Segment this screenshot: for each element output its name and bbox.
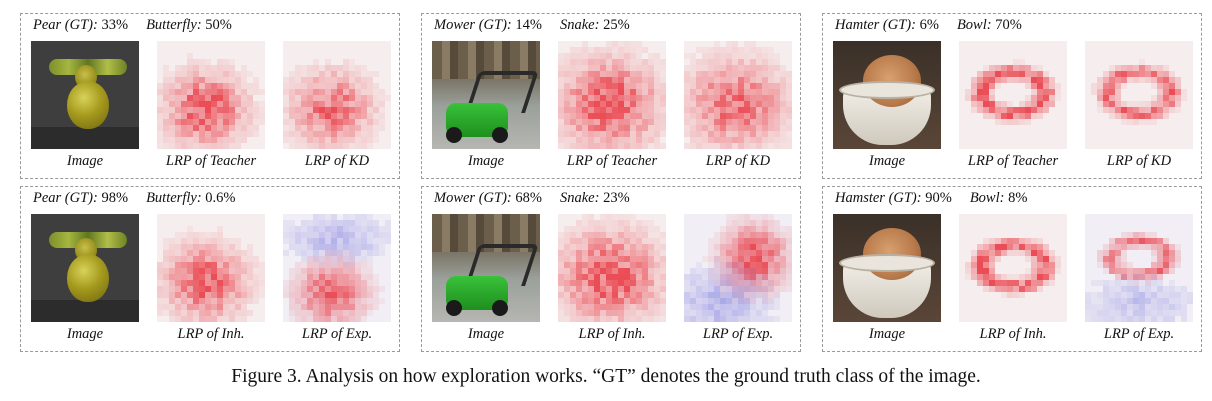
cell-caption: LRP of KD [1106,153,1172,169]
gt-class-label: Pear (GT) [33,17,94,33]
gt-probability: 90% [925,190,952,206]
pear-image [31,214,139,322]
other-probability: 8% [1008,190,1028,206]
hamster-image [833,214,941,322]
heatmap-graphic [558,41,666,149]
cell-caption: LRP of Exp. [301,326,373,342]
other-class-label: Bowl [969,190,1000,206]
lrp-heatmap [1085,214,1193,322]
heatmap-graphic [283,214,391,322]
gt-probability: 33% [101,17,129,33]
panel-header: Pear (GT): 33% Butterfly: 50% [33,17,232,33]
other-probability: 50% [205,17,232,33]
lrp-heatmap [959,214,1067,322]
heatmap-graphic [558,214,666,322]
cell-caption: LRP of Exp. [1103,326,1175,342]
figure-caption: Figure 3. Analysis on how exploration wo… [231,366,981,387]
heatmap-graphic [157,226,265,322]
cell-caption: LRP of Teacher [566,153,658,169]
figure-panel: Pear (GT): 33% Butterfly: 50% Image LRP of … [20,13,400,179]
lrp-heatmap [157,41,265,149]
heatmap-graphic [965,238,1061,298]
figure-panel: Mower (GT): 14% Snake: 25% Image LRP of Tea… [421,13,801,179]
other-probability: 0.6% [205,190,236,206]
gt-class-label: Mower (GT) [434,17,507,33]
heatmap-graphic [684,41,792,149]
other-class-label: Bowl [956,17,987,33]
figure-panel: Pear (GT): 98% Butterfly: 0.6% Image LRP of… [20,186,400,352]
other-class-label: Snake [559,190,595,206]
gt-class-label: Hamter (GT) [835,17,912,33]
mower-image [432,214,540,322]
lrp-heatmap [684,41,792,149]
heatmap-graphic [157,53,265,149]
other-class-label: Snake [559,17,595,33]
cell-caption: LRP of Teacher [165,153,257,169]
cell-caption: Image [66,326,104,342]
panel-header: Hamter (GT): 6% Bowl: 70% [835,17,1022,33]
gt-probability: 14% [515,17,542,33]
panel-header: Hamster (GT): 90% Bowl: 8% [835,190,1028,206]
mower-image [432,41,540,149]
pear-image [31,41,139,149]
gt-probability: 98% [101,190,129,206]
cell-caption: LRP of Inh. [578,326,646,342]
heatmap-graphic [684,214,792,322]
cell-caption: Image [467,153,505,169]
lrp-heatmap [283,41,391,149]
cell-caption: Image [868,153,906,169]
cell-caption: LRP of Inh. [177,326,245,342]
cell-caption: Image [467,326,505,342]
figure-panel: Mower (GT): 68% Snake: 23% Image LRP of Inh… [421,186,801,352]
figure-panel: Hamster (GT): 90% Bowl: 8% Image LRP of Inh… [822,186,1202,352]
other-probability: 70% [995,17,1022,33]
other-probability: 23% [603,190,630,206]
heatmap-graphic [1091,59,1187,125]
cell-caption: Image [868,326,906,342]
heatmap-graphic [283,59,391,149]
cell-caption: LRP of Inh. [979,326,1047,342]
heatmap-graphic [1085,232,1193,322]
cell-caption: LRP of Teacher [967,153,1059,169]
other-probability: 25% [603,17,630,33]
hamster-image [833,41,941,149]
lrp-heatmap [684,214,792,322]
panel-header: Pear (GT): 98% Butterfly: 0.6% [33,190,236,206]
lrp-heatmap [157,214,265,322]
cell-caption: LRP of KD [705,153,771,169]
gt-class-label: Hamster (GT) [835,190,917,206]
lrp-heatmap [283,214,391,322]
gt-probability: 6% [919,17,939,33]
panel-header: Mower (GT): 68% Snake: 23% [434,190,630,206]
lrp-heatmap [558,41,666,149]
panel-header: Mower (GT): 14% Snake: 25% [434,17,630,33]
cell-caption: LRP of Exp. [702,326,774,342]
cell-caption: Image [66,153,104,169]
lrp-heatmap [1085,41,1193,149]
other-class-label: Butterfly [146,190,197,206]
gt-class-label: Pear (GT) [33,190,94,206]
figure-panel: Hamter (GT): 6% Bowl: 70% Image LRP of Teac… [822,13,1202,179]
other-class-label: Butterfly [146,17,197,33]
gt-class-label: Mower (GT) [434,190,507,206]
cell-caption: LRP of KD [304,153,370,169]
lrp-heatmap [558,214,666,322]
gt-probability: 68% [515,190,542,206]
heatmap-graphic [965,59,1061,125]
lrp-heatmap [959,41,1067,149]
